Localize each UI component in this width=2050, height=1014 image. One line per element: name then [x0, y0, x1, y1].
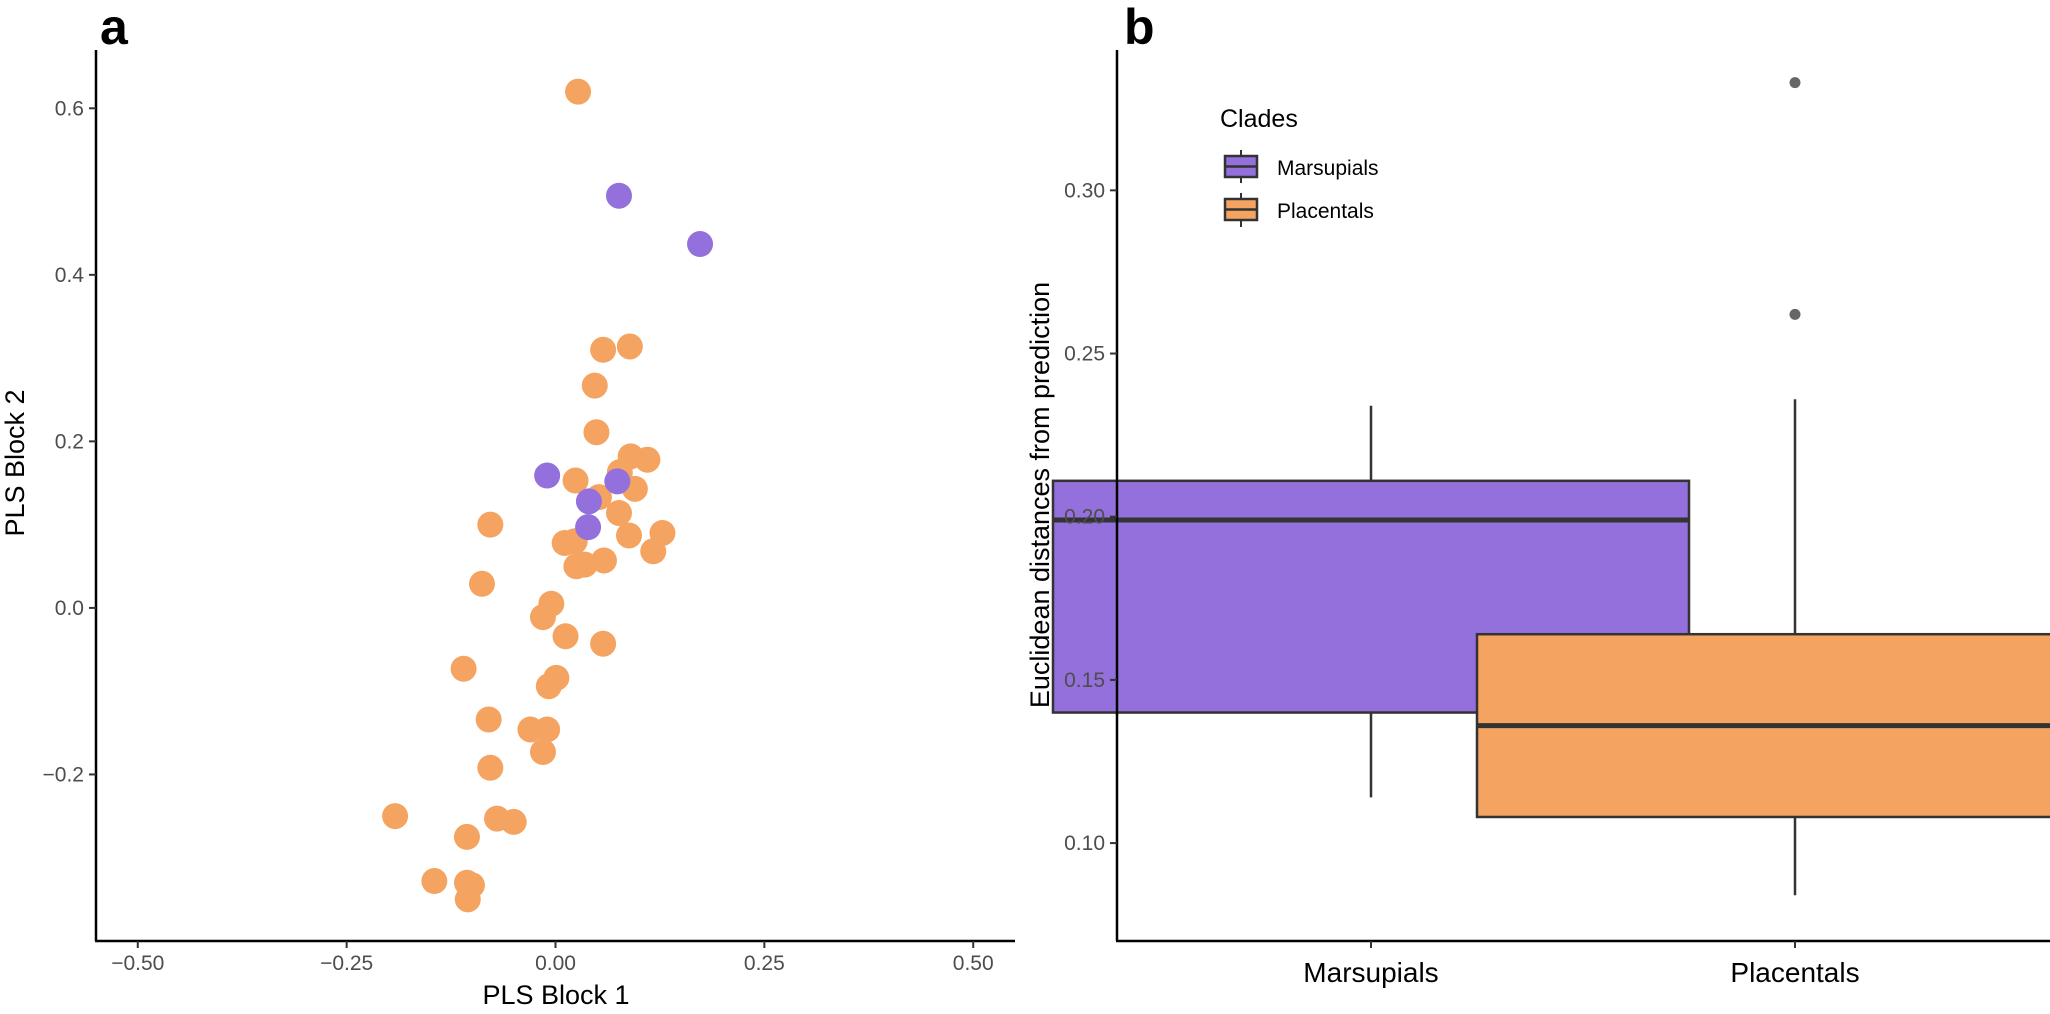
- point-placentals: [563, 553, 590, 580]
- point-placentals: [477, 754, 504, 781]
- panel-a-letter: a: [100, 0, 129, 55]
- point-placentals: [450, 655, 477, 682]
- point-placentals: [581, 372, 608, 399]
- scatter-points: [382, 78, 714, 913]
- panel-a-y-tick-label: 0.6: [55, 97, 84, 120]
- point-marsupials: [605, 182, 632, 209]
- point-marsupials: [575, 488, 602, 515]
- point-placentals: [543, 664, 570, 691]
- category-label-placentals: Placentals: [1730, 957, 1859, 988]
- legend-label-placentals: Placentals: [1277, 200, 1374, 223]
- point-placentals: [583, 419, 610, 446]
- point-placentals: [640, 538, 667, 565]
- panel-b-boxplot: 0.10 0.15 0.20 0.25 0.30 Marsupials Placental…: [1025, 50, 2050, 988]
- panel-b-y-tick-label: 0.15: [1064, 669, 1105, 692]
- panel-b-y-axis-title: Euclidean distances from prediction: [1025, 282, 1055, 708]
- panel-b-letter: b: [1124, 0, 1155, 55]
- point-placentals: [421, 868, 448, 895]
- point-placentals: [534, 716, 561, 743]
- panel-a-x-tick-label: −0.25: [320, 952, 373, 975]
- point-placentals: [590, 547, 617, 574]
- point-placentals: [616, 522, 643, 549]
- panel-b-x-ticks: Marsupials Placentals: [1303, 941, 1860, 988]
- boxplots: [1051, 77, 2050, 896]
- point-placentals: [590, 336, 617, 363]
- panel-a-scatter: −0.20.00.20.40.6 −0.50 −0.25 0.00 0.25 0.50 …: [0, 50, 1015, 1010]
- point-placentals: [477, 511, 504, 538]
- panel-a-y-axis-title: PLS Block 2: [0, 389, 30, 536]
- point-placentals: [529, 738, 556, 765]
- point-placentals: [454, 886, 481, 913]
- point-placentals: [590, 630, 617, 657]
- point-placentals: [616, 333, 643, 360]
- point-placentals: [382, 803, 409, 830]
- point-placentals: [468, 570, 495, 597]
- panel-a-x-tick-label: 0.25: [744, 952, 785, 975]
- panel-a-x-ticks: −0.50 −0.25 0.00 0.25 0.50: [111, 941, 994, 975]
- panel-a-y-ticks: −0.2 0.0 0.2 0.4 0.6: [43, 97, 96, 786]
- point-marsupials: [604, 468, 631, 495]
- panel-a-y-tick-label: 0.4: [55, 264, 85, 287]
- legend-title: Clades: [1220, 105, 1298, 133]
- outlier-point-placentals: [1789, 308, 1801, 320]
- category-label-marsupials: Marsupials: [1303, 957, 1438, 988]
- panel-a-x-tick-label: 0.00: [535, 952, 576, 975]
- legend-label-marsupials: Marsupials: [1277, 157, 1379, 180]
- point-placentals: [552, 623, 579, 650]
- outlier-point-placentals: [1789, 77, 1801, 89]
- panel-a-x-tick-label: −0.50: [111, 952, 164, 975]
- point-placentals: [634, 446, 661, 473]
- panel-b-y-tick-label: 0.30: [1064, 179, 1105, 202]
- point-placentals: [529, 604, 556, 631]
- legend-key-placentals: [1223, 193, 1259, 227]
- point-placentals: [475, 706, 502, 733]
- panel-b-y-tick-label: 0.10: [1064, 832, 1105, 855]
- panel-a-y-tick-label: 0.0: [55, 597, 84, 620]
- legend-key-marsupials: [1223, 150, 1259, 183]
- panel-a-x-tick-label: 0.50: [953, 952, 994, 975]
- legend: Clades Marsupials Placentals: [1220, 105, 1379, 227]
- box-placentals: [1475, 77, 2050, 896]
- panel-b-y-ticks: 0.10 0.15 0.20 0.25 0.30: [1064, 179, 1117, 855]
- point-marsupials: [687, 231, 714, 258]
- point-placentals: [453, 823, 480, 850]
- panel-a-y-tick-label: 0.2: [55, 430, 84, 453]
- panel-a-y-tick-label: −0.2: [43, 763, 84, 786]
- point-placentals: [605, 499, 632, 526]
- panel-b-y-tick-label: 0.25: [1064, 343, 1105, 366]
- point-placentals: [500, 808, 527, 835]
- panel-a-x-axis-title: PLS Block 1: [482, 980, 629, 1010]
- point-marsupials: [575, 514, 602, 541]
- point-placentals: [565, 78, 592, 105]
- point-placentals: [562, 467, 589, 494]
- panel-b-y-tick-label: 0.20: [1064, 506, 1105, 529]
- point-marsupials: [534, 462, 561, 489]
